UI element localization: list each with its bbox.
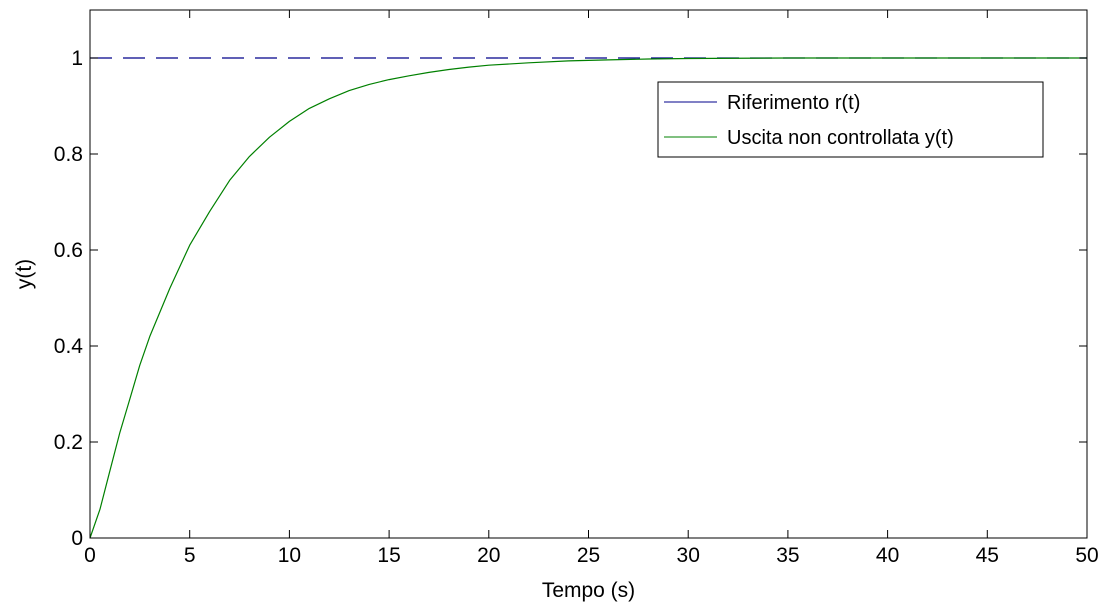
legend-label-riferimento: Riferimento r(t) (727, 92, 860, 114)
x-tick-label: 5 (184, 544, 196, 567)
x-tick-label: 0 (84, 544, 96, 567)
series-layer (89, 57, 1087, 539)
y-tick-label: 1 (71, 47, 83, 70)
y-tick-label: 0.6 (54, 239, 83, 262)
x-tick-label: 35 (776, 544, 799, 567)
x-axis-label: Tempo (s) (542, 579, 635, 602)
x-tick-label: 50 (1075, 544, 1098, 567)
y-tick-label: 0.2 (54, 431, 83, 454)
x-tick-label: 25 (577, 544, 600, 567)
y-tick-label: 0.8 (54, 143, 83, 166)
x-tick-label: 15 (377, 544, 400, 567)
y-axis-ticks: 0 0.2 0.4 0.6 0.8 1 (54, 47, 1087, 550)
series-uscita-line (89, 57, 1087, 539)
legend-label-uscita: Uscita non controllata y(t) (727, 127, 954, 149)
legend-box (657, 81, 1044, 158)
y-axis-label: y(t) (13, 259, 36, 289)
x-tick-label: 10 (278, 544, 301, 567)
y-tick-label: 0 (71, 527, 83, 550)
y-tick-label: 0.4 (54, 335, 84, 358)
x-axis-ticks: 0 5 10 15 20 25 30 35 40 45 50 (84, 10, 1099, 567)
legend: Riferimento r(t) Uscita non controllata … (657, 81, 1044, 158)
x-tick-label: 20 (477, 544, 500, 567)
x-tick-label: 40 (876, 544, 899, 567)
x-tick-label: 45 (976, 544, 999, 567)
x-tick-label: 30 (677, 544, 700, 567)
